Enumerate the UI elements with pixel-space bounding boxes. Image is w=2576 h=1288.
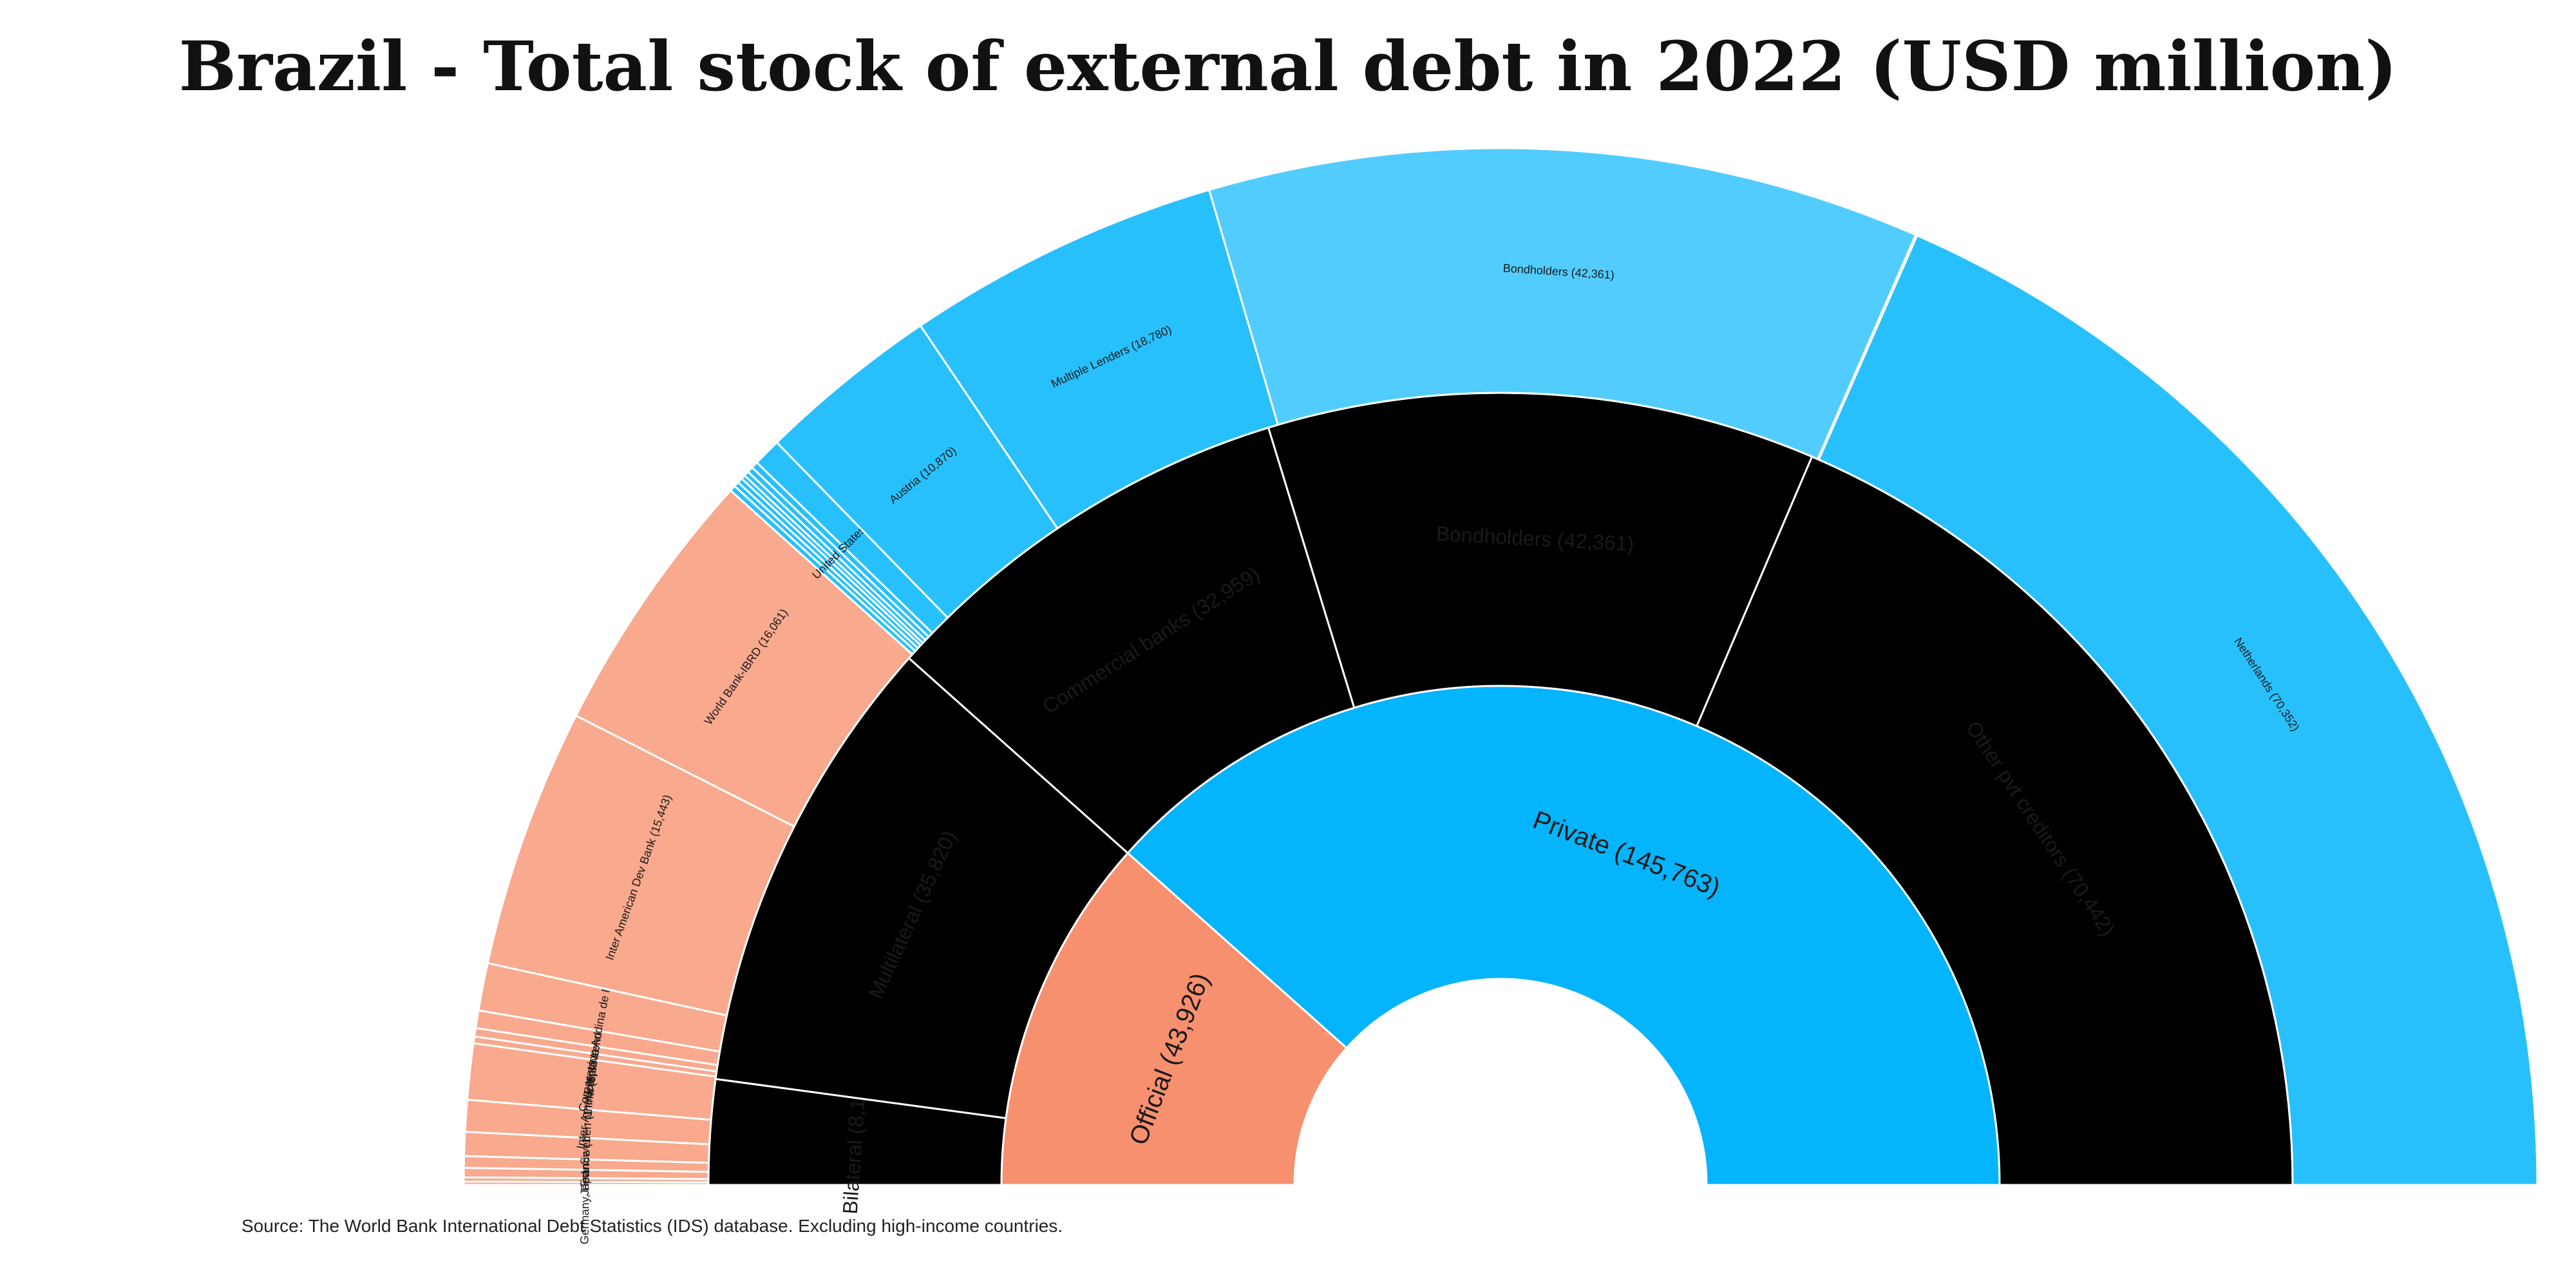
chart-title: Brazil - Total stock of external debt in… (178, 26, 2398, 106)
source-note: Source: The World Bank International Deb… (242, 1216, 1063, 1236)
segment-outer-netherlands-70-352[interactable] (1817, 234, 2539, 1186)
